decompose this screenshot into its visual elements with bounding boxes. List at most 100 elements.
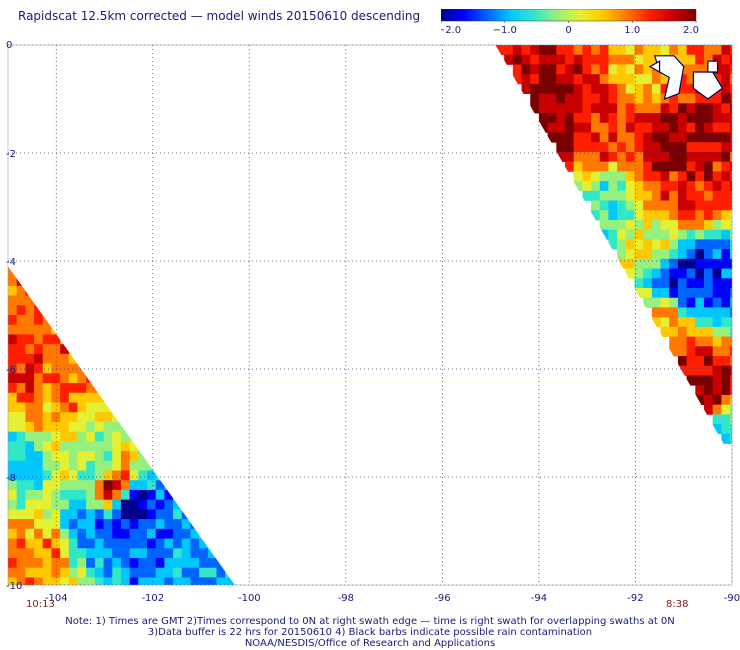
wind-cell: [677, 336, 688, 347]
wind-cell: [42, 402, 52, 413]
wind-cell: [16, 276, 26, 287]
wind-cell: [669, 142, 679, 153]
wind-cell: [643, 161, 653, 172]
wind-cell: [660, 103, 670, 114]
wind-cell: [660, 171, 670, 182]
wind-cell: [704, 171, 714, 182]
wind-cell: [608, 142, 618, 153]
wind-cell: [120, 499, 131, 510]
wind-cell: [704, 278, 714, 289]
wind-cell: [8, 460, 18, 471]
wind-cell: [704, 356, 714, 367]
wind-cell: [677, 229, 688, 240]
footnote-line-3: NOAA/NESDIS/Office of Research and Appli…: [244, 638, 496, 649]
wind-cell: [669, 307, 679, 318]
wind-cell: [677, 122, 688, 133]
wind-cell: [730, 142, 732, 153]
wind-cell: [16, 441, 26, 452]
wind-cell: [730, 307, 732, 318]
wind-cell: [651, 317, 661, 328]
wind-cell: [16, 577, 26, 585]
wind-cell: [60, 489, 70, 501]
x-tick-label: -96: [434, 593, 450, 604]
wind-cell: [704, 346, 714, 357]
wind-cell: [120, 509, 131, 520]
wind-cell: [712, 161, 722, 172]
wind-cell: [721, 181, 731, 192]
wind-cell: [730, 356, 732, 367]
wind-cell: [173, 538, 183, 549]
wind-cell: [704, 317, 714, 328]
wind-cell: [704, 54, 714, 65]
wind-cell: [42, 519, 52, 530]
wind-cell: [730, 336, 732, 347]
wind-cell: [190, 558, 200, 569]
wind-cell: [695, 307, 705, 318]
wind-cell: [643, 103, 653, 114]
wind-cell: [634, 113, 644, 124]
wind-cell: [94, 567, 104, 578]
wind-cell: [94, 392, 104, 403]
wind-cell: [16, 538, 26, 549]
wind-cell: [730, 219, 732, 231]
wind-cell: [25, 441, 35, 452]
wind-cell: [660, 219, 670, 231]
wind-cell: [730, 404, 732, 415]
wind-cell: [155, 577, 165, 585]
wind-cell: [173, 558, 183, 569]
wind-cell: [712, 200, 722, 211]
wind-cell: [643, 45, 653, 56]
wind-cell: [60, 499, 70, 510]
wind-cell: [686, 45, 696, 56]
wind-cell: [25, 305, 35, 316]
wind-cell: [712, 288, 722, 299]
wind-cell: [677, 83, 688, 94]
wind-cell: [199, 558, 209, 569]
wind-cell: [712, 317, 722, 328]
wind-cell: [625, 200, 635, 211]
wind-cell: [591, 74, 601, 85]
wind-cell: [651, 122, 661, 133]
wind-cell: [634, 142, 644, 153]
wind-cell: [538, 113, 549, 124]
wind-cell: [547, 122, 557, 133]
wind-cell: [721, 239, 731, 250]
wind-cell: [608, 239, 618, 250]
wind-cell: [129, 548, 139, 559]
wind-cell: [712, 210, 722, 221]
wind-cell: [173, 499, 183, 510]
wind-cell: [8, 383, 18, 394]
y-tick-label: -2: [6, 149, 16, 160]
wind-cell: [34, 334, 44, 345]
wind-cell: [25, 460, 35, 471]
wind-cell: [730, 83, 732, 94]
wind-cell: [730, 239, 732, 250]
wind-cell: [25, 548, 35, 559]
wind-cell: [625, 239, 635, 250]
wind-cell: [582, 93, 592, 104]
wind-cell: [686, 93, 696, 104]
wind-cell: [530, 93, 540, 104]
wind-cell: [608, 64, 618, 75]
wind-cell: [721, 93, 731, 104]
wind-cell: [164, 499, 174, 510]
wind-cell: [695, 190, 705, 201]
wind-cell: [721, 200, 731, 211]
wind-cell: [34, 499, 44, 510]
wind-cell: [112, 470, 122, 481]
wind-cell: [181, 558, 191, 569]
wind-cell: [617, 64, 627, 75]
wind-cell: [164, 548, 174, 559]
wind-cell: [677, 45, 688, 56]
wind-cell: [695, 93, 705, 104]
wind-cell: [677, 54, 688, 65]
wind-cell: [695, 346, 705, 357]
wind-cell: [556, 113, 566, 124]
wind-cell: [730, 268, 732, 279]
wind-cell: [730, 278, 732, 289]
wind-cell: [120, 480, 131, 491]
wind-cell: [42, 324, 52, 335]
wind-cell: [504, 45, 514, 56]
wind-cell: [16, 548, 26, 559]
wind-cell: [42, 470, 52, 481]
